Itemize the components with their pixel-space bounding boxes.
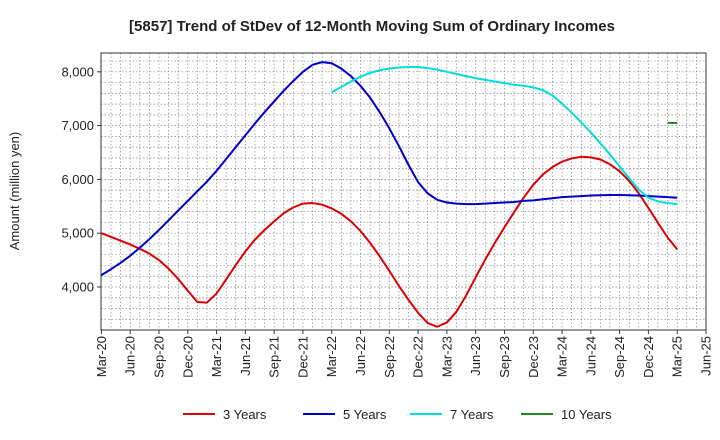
x-tick-label: Mar-24 — [555, 336, 570, 377]
y-tick-label: 5,000 — [61, 226, 94, 241]
x-tick-label: Sep-22 — [382, 336, 397, 378]
y-tick-label: 8,000 — [61, 64, 94, 79]
legend-label: 10 Years — [561, 407, 612, 422]
legend: 3 Years 5 Years 7 Years 10 Years — [183, 407, 612, 422]
y-axis-label: Amount (million yen) — [7, 132, 22, 251]
chart-title: [5857] Trend of StDev of 12-Month Moving… — [129, 18, 615, 35]
legend-label: 5 Years — [343, 407, 387, 422]
x-tick-label: Dec-21 — [295, 336, 310, 378]
x-tick-label: Dec-22 — [411, 336, 426, 378]
x-tick-label: Sep-24 — [612, 336, 627, 378]
series-line-7-years — [331, 65, 678, 206]
legend-label: 3 Years — [223, 407, 267, 422]
x-tick-label: Dec-23 — [526, 336, 541, 378]
plot-area — [101, 53, 706, 330]
x-tick-label: Sep-23 — [497, 336, 512, 378]
x-tick-label: Dec-24 — [641, 336, 656, 378]
x-tick-label: Mar-21 — [209, 336, 224, 377]
x-tick-label: Jun-21 — [238, 336, 253, 376]
grid — [101, 53, 706, 330]
y-axis-ticks: 4,000 5,000 6,000 7,000 8,000 — [61, 64, 101, 294]
x-tick-label: Sep-21 — [267, 336, 282, 378]
x-tick-label: Jun-24 — [583, 336, 598, 376]
x-tick-label: Jun-22 — [353, 336, 368, 376]
plot-frame — [100, 52, 707, 331]
x-tick-label: Jun-23 — [468, 336, 483, 376]
x-tick-label: Mar-25 — [670, 336, 685, 377]
series-line-3-years — [101, 155, 678, 328]
x-axis-ticks: Mar-20 Jun-20 Sep-20 Dec-20 Mar-21 Jun-21 Sep-… — [94, 330, 714, 378]
y-tick-label: 6,000 — [61, 172, 94, 187]
y-tick-label: 4,000 — [61, 279, 94, 294]
series-group — [100, 61, 678, 328]
series-line-5-years — [100, 61, 678, 276]
legend-label: 7 Years — [450, 407, 494, 422]
x-tick-label: Mar-22 — [324, 336, 339, 377]
x-tick-label: Dec-20 — [180, 336, 195, 378]
y-tick-label: 7,000 — [61, 118, 94, 133]
x-tick-label: Sep-20 — [151, 336, 166, 378]
x-tick-label: Mar-23 — [439, 336, 454, 377]
x-tick-label: Jun-25 — [699, 336, 714, 376]
x-tick-label: Mar-20 — [94, 336, 109, 377]
x-tick-label: Jun-20 — [123, 336, 138, 376]
